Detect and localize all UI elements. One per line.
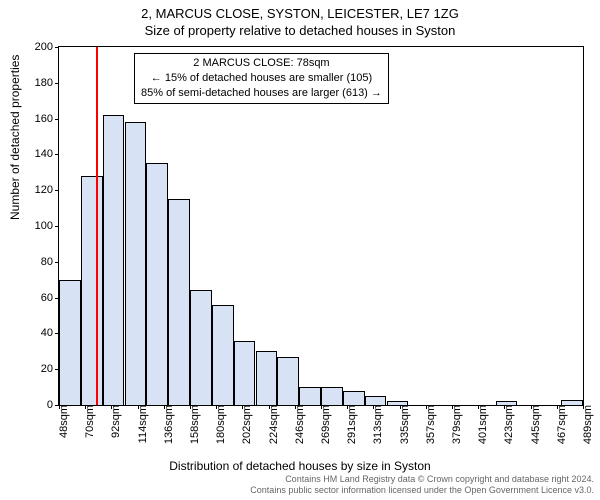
x-tick-label: 70sqm: [78, 405, 96, 438]
histogram-bar: [234, 341, 256, 405]
x-tick-label: 136sqm: [157, 405, 175, 444]
x-tick-label: 467sqm: [550, 405, 568, 444]
histogram-bar: [365, 396, 387, 405]
x-tick-label: 269sqm: [314, 405, 332, 444]
y-tick-mark: [55, 262, 59, 263]
histogram-bar: [103, 115, 125, 405]
histogram-bar: [343, 391, 365, 405]
x-tick-label: 92sqm: [104, 405, 122, 438]
histogram-bar: [277, 357, 299, 405]
x-tick-label: 423sqm: [497, 405, 515, 444]
y-tick-mark: [55, 190, 59, 191]
footer-line-2: Contains public sector information licen…: [0, 485, 594, 496]
x-tick-label: 401sqm: [471, 405, 489, 444]
histogram-bar: [256, 351, 278, 405]
histogram-bar: [59, 280, 81, 405]
annotation-line: ← 15% of detached houses are smaller (10…: [141, 71, 382, 86]
x-tick-label: 379sqm: [445, 405, 463, 444]
x-tick-label: 180sqm: [209, 405, 227, 444]
y-tick-mark: [55, 119, 59, 120]
x-tick-label: 246sqm: [288, 405, 306, 444]
histogram-bar: [146, 163, 168, 405]
x-tick-label: 489sqm: [576, 405, 594, 444]
x-tick-label: 335sqm: [392, 405, 410, 444]
annotation-line: 85% of semi-detached houses are larger (…: [141, 86, 382, 101]
histogram-bar: [212, 305, 234, 405]
histogram-bar: [81, 176, 103, 405]
footer-attribution: Contains HM Land Registry data © Crown c…: [0, 474, 594, 496]
chart-title: 2, MARCUS CLOSE, SYSTON, LEICESTER, LE7 …: [0, 0, 600, 23]
annotation-line: 2 MARCUS CLOSE: 78sqm: [141, 56, 382, 71]
x-tick-label: 158sqm: [183, 405, 201, 444]
x-axis-label: Distribution of detached houses by size …: [0, 459, 600, 473]
x-tick-label: 224sqm: [261, 405, 279, 444]
y-tick-mark: [55, 226, 59, 227]
footer-line-1: Contains HM Land Registry data © Crown c…: [0, 474, 594, 485]
x-tick-label: 357sqm: [419, 405, 437, 444]
histogram-bar: [299, 387, 321, 405]
histogram-bar: [321, 387, 343, 405]
y-tick-mark: [55, 83, 59, 84]
x-tick-label: 291sqm: [340, 405, 358, 444]
x-tick-label: 114sqm: [130, 405, 148, 443]
y-tick-mark: [55, 154, 59, 155]
chart-plot-area: 02040608010012014016018020048sqm70sqm92s…: [58, 46, 584, 406]
x-tick-label: 202sqm: [235, 405, 253, 444]
x-tick-label: 445sqm: [523, 405, 541, 444]
y-axis-label: Number of detached properties: [8, 55, 22, 220]
y-tick-mark: [55, 47, 59, 48]
histogram-bar: [125, 122, 147, 405]
chart-subtitle: Size of property relative to detached ho…: [0, 23, 600, 40]
x-tick-label: 48sqm: [52, 405, 70, 438]
reference-marker-line: [96, 47, 98, 405]
histogram-bar: [190, 290, 212, 405]
annotation-box: 2 MARCUS CLOSE: 78sqm← 15% of detached h…: [134, 53, 389, 104]
x-tick-label: 313sqm: [366, 405, 384, 444]
histogram-bar: [168, 199, 190, 405]
